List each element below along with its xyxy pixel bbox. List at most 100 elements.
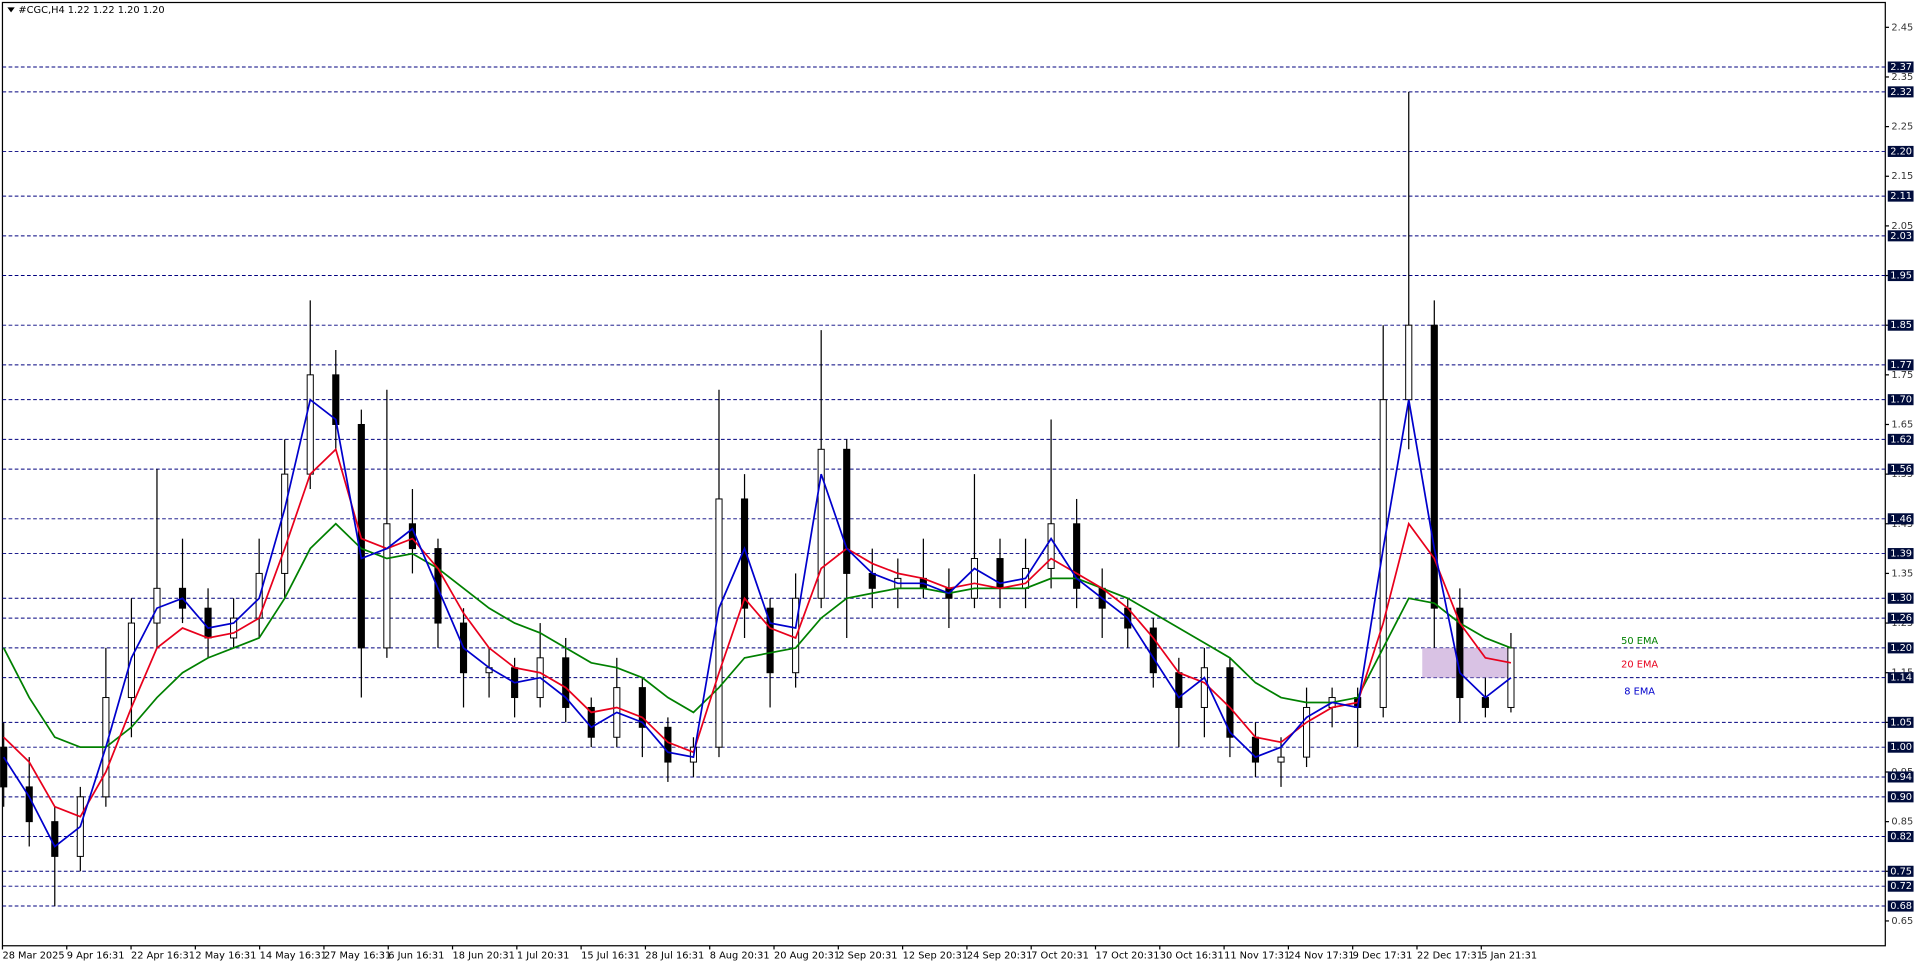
ema-line (2, 398, 1512, 848)
level-box (1887, 463, 1914, 475)
candle-body (383, 523, 391, 649)
symbol-menu-arrow[interactable] (7, 7, 15, 13)
legend-label: 20 EMA (1621, 660, 1658, 671)
y-tick-label: 1.75 (1891, 370, 1913, 381)
level-label: 1.20 (1890, 643, 1912, 654)
level-box (1887, 880, 1914, 892)
x-tick-label: 20 Aug 20:31 (774, 951, 840, 962)
x-tick-label: 24 Nov 17:31 (1288, 951, 1354, 962)
candle-body (1251, 736, 1260, 763)
candle-body (1047, 523, 1055, 569)
y-tick-label: 1.35 (1891, 568, 1913, 579)
candle-body (230, 617, 238, 639)
level-box (1887, 145, 1914, 157)
level-label: 0.94 (1890, 772, 1912, 783)
level-label: 2.37 (1890, 62, 1912, 73)
level-label: 1.46 (1890, 514, 1912, 525)
level-label: 1.95 (1890, 271, 1912, 282)
level-box (1887, 359, 1914, 371)
candle-body (843, 448, 851, 574)
candle-body (792, 597, 800, 674)
y-tick-label: 2.35 (1891, 72, 1913, 83)
candle-body (0, 746, 8, 788)
level-label: 2.03 (1890, 231, 1912, 242)
y-tick-label: 0.85 (1891, 817, 1913, 828)
level-box (1887, 394, 1914, 406)
level-box (1887, 672, 1914, 684)
x-tick-label: 9 Dec 17:31 (1353, 951, 1413, 962)
candle-body (1303, 706, 1311, 758)
x-tick-label: 28 Mar 2025 (2, 951, 64, 962)
level-label: 1.30 (1890, 593, 1912, 604)
level-label: 1.05 (1890, 717, 1912, 728)
x-tick-label: 28 Jul 16:31 (645, 951, 704, 962)
level-box (1887, 716, 1914, 728)
candle-body (817, 448, 825, 599)
candle-body (1073, 523, 1081, 589)
x-tick-label: 2 May 16:31 (195, 951, 256, 962)
candle-body (51, 821, 59, 857)
level-label: 2.11 (1890, 191, 1912, 202)
level-label: 2.20 (1890, 146, 1912, 157)
candle-body (204, 607, 212, 639)
x-tick-label: 14 May 16:31 (260, 951, 327, 962)
x-tick-label: 22 Apr 16:31 (131, 951, 195, 962)
level-box (1887, 190, 1914, 202)
level-label: 0.72 (1890, 881, 1912, 892)
x-tick-label: 17 Oct 20:31 (1095, 951, 1159, 962)
candle-body (306, 374, 314, 475)
candle-body (638, 687, 646, 728)
chart-title: #CGC,H4 1.22 1.22 1.20 1.20 (18, 5, 164, 16)
x-tick-label: 2 Sep 20:31 (838, 951, 897, 962)
level-box (1887, 61, 1914, 73)
level-label: 2.32 (1890, 87, 1912, 98)
level-box (1887, 513, 1914, 525)
candle-body (281, 473, 289, 574)
y-tick-label: 1.65 (1891, 419, 1913, 430)
candle-body (1200, 667, 1208, 708)
x-tick-label: 27 May 16:31 (324, 951, 391, 962)
candle-body (1149, 627, 1157, 674)
y-tick-label: 2.05 (1891, 221, 1913, 232)
legend-label: 50 EMA (1621, 636, 1658, 647)
x-tick-label: 8 Aug 20:31 (710, 951, 770, 962)
candle-body (434, 548, 442, 624)
candle-body (1277, 756, 1285, 763)
level-box (1887, 433, 1914, 445)
level-box (1887, 592, 1914, 604)
x-tick-label: 7 Oct 20:31 (1031, 951, 1089, 962)
x-tick-label: 11 Nov 17:31 (1224, 951, 1290, 962)
level-label: 1.39 (1890, 549, 1912, 560)
level-box (1887, 642, 1914, 654)
level-box (1887, 86, 1914, 98)
legend-label: 8 EMA (1624, 687, 1655, 698)
x-tick-label: 24 Sep 20:31 (967, 951, 1033, 962)
candle-body (1405, 324, 1413, 401)
candle-body (1226, 667, 1234, 738)
y-tick-label: 0.65 (1891, 916, 1913, 927)
level-box (1887, 771, 1914, 783)
x-tick-label: 5 Jan 21:31 (1481, 951, 1537, 962)
candle-body (562, 657, 570, 708)
candle-body (408, 523, 416, 550)
candle-body (1481, 697, 1489, 708)
x-tick-label: 18 Jun 20:31 (453, 951, 515, 962)
candle-body (1430, 324, 1438, 609)
candle-body (332, 374, 340, 425)
level-label: 0.68 (1890, 901, 1912, 912)
level-box (1887, 741, 1914, 753)
level-box (1887, 791, 1914, 803)
level-box (1887, 230, 1914, 242)
level-label: 1.26 (1890, 613, 1912, 624)
x-tick-label: 30 Oct 16:31 (1160, 951, 1224, 962)
y-tick-label: 2.25 (1891, 122, 1913, 133)
level-label: 0.90 (1890, 792, 1912, 803)
x-tick-label: 15 Jul 16:31 (581, 951, 640, 962)
x-tick-label: 12 Sep 20:31 (903, 951, 969, 962)
level-label: 1.62 (1890, 434, 1912, 445)
candle-body (153, 587, 161, 624)
level-label: 1.14 (1890, 673, 1912, 684)
candle-body (664, 726, 672, 763)
